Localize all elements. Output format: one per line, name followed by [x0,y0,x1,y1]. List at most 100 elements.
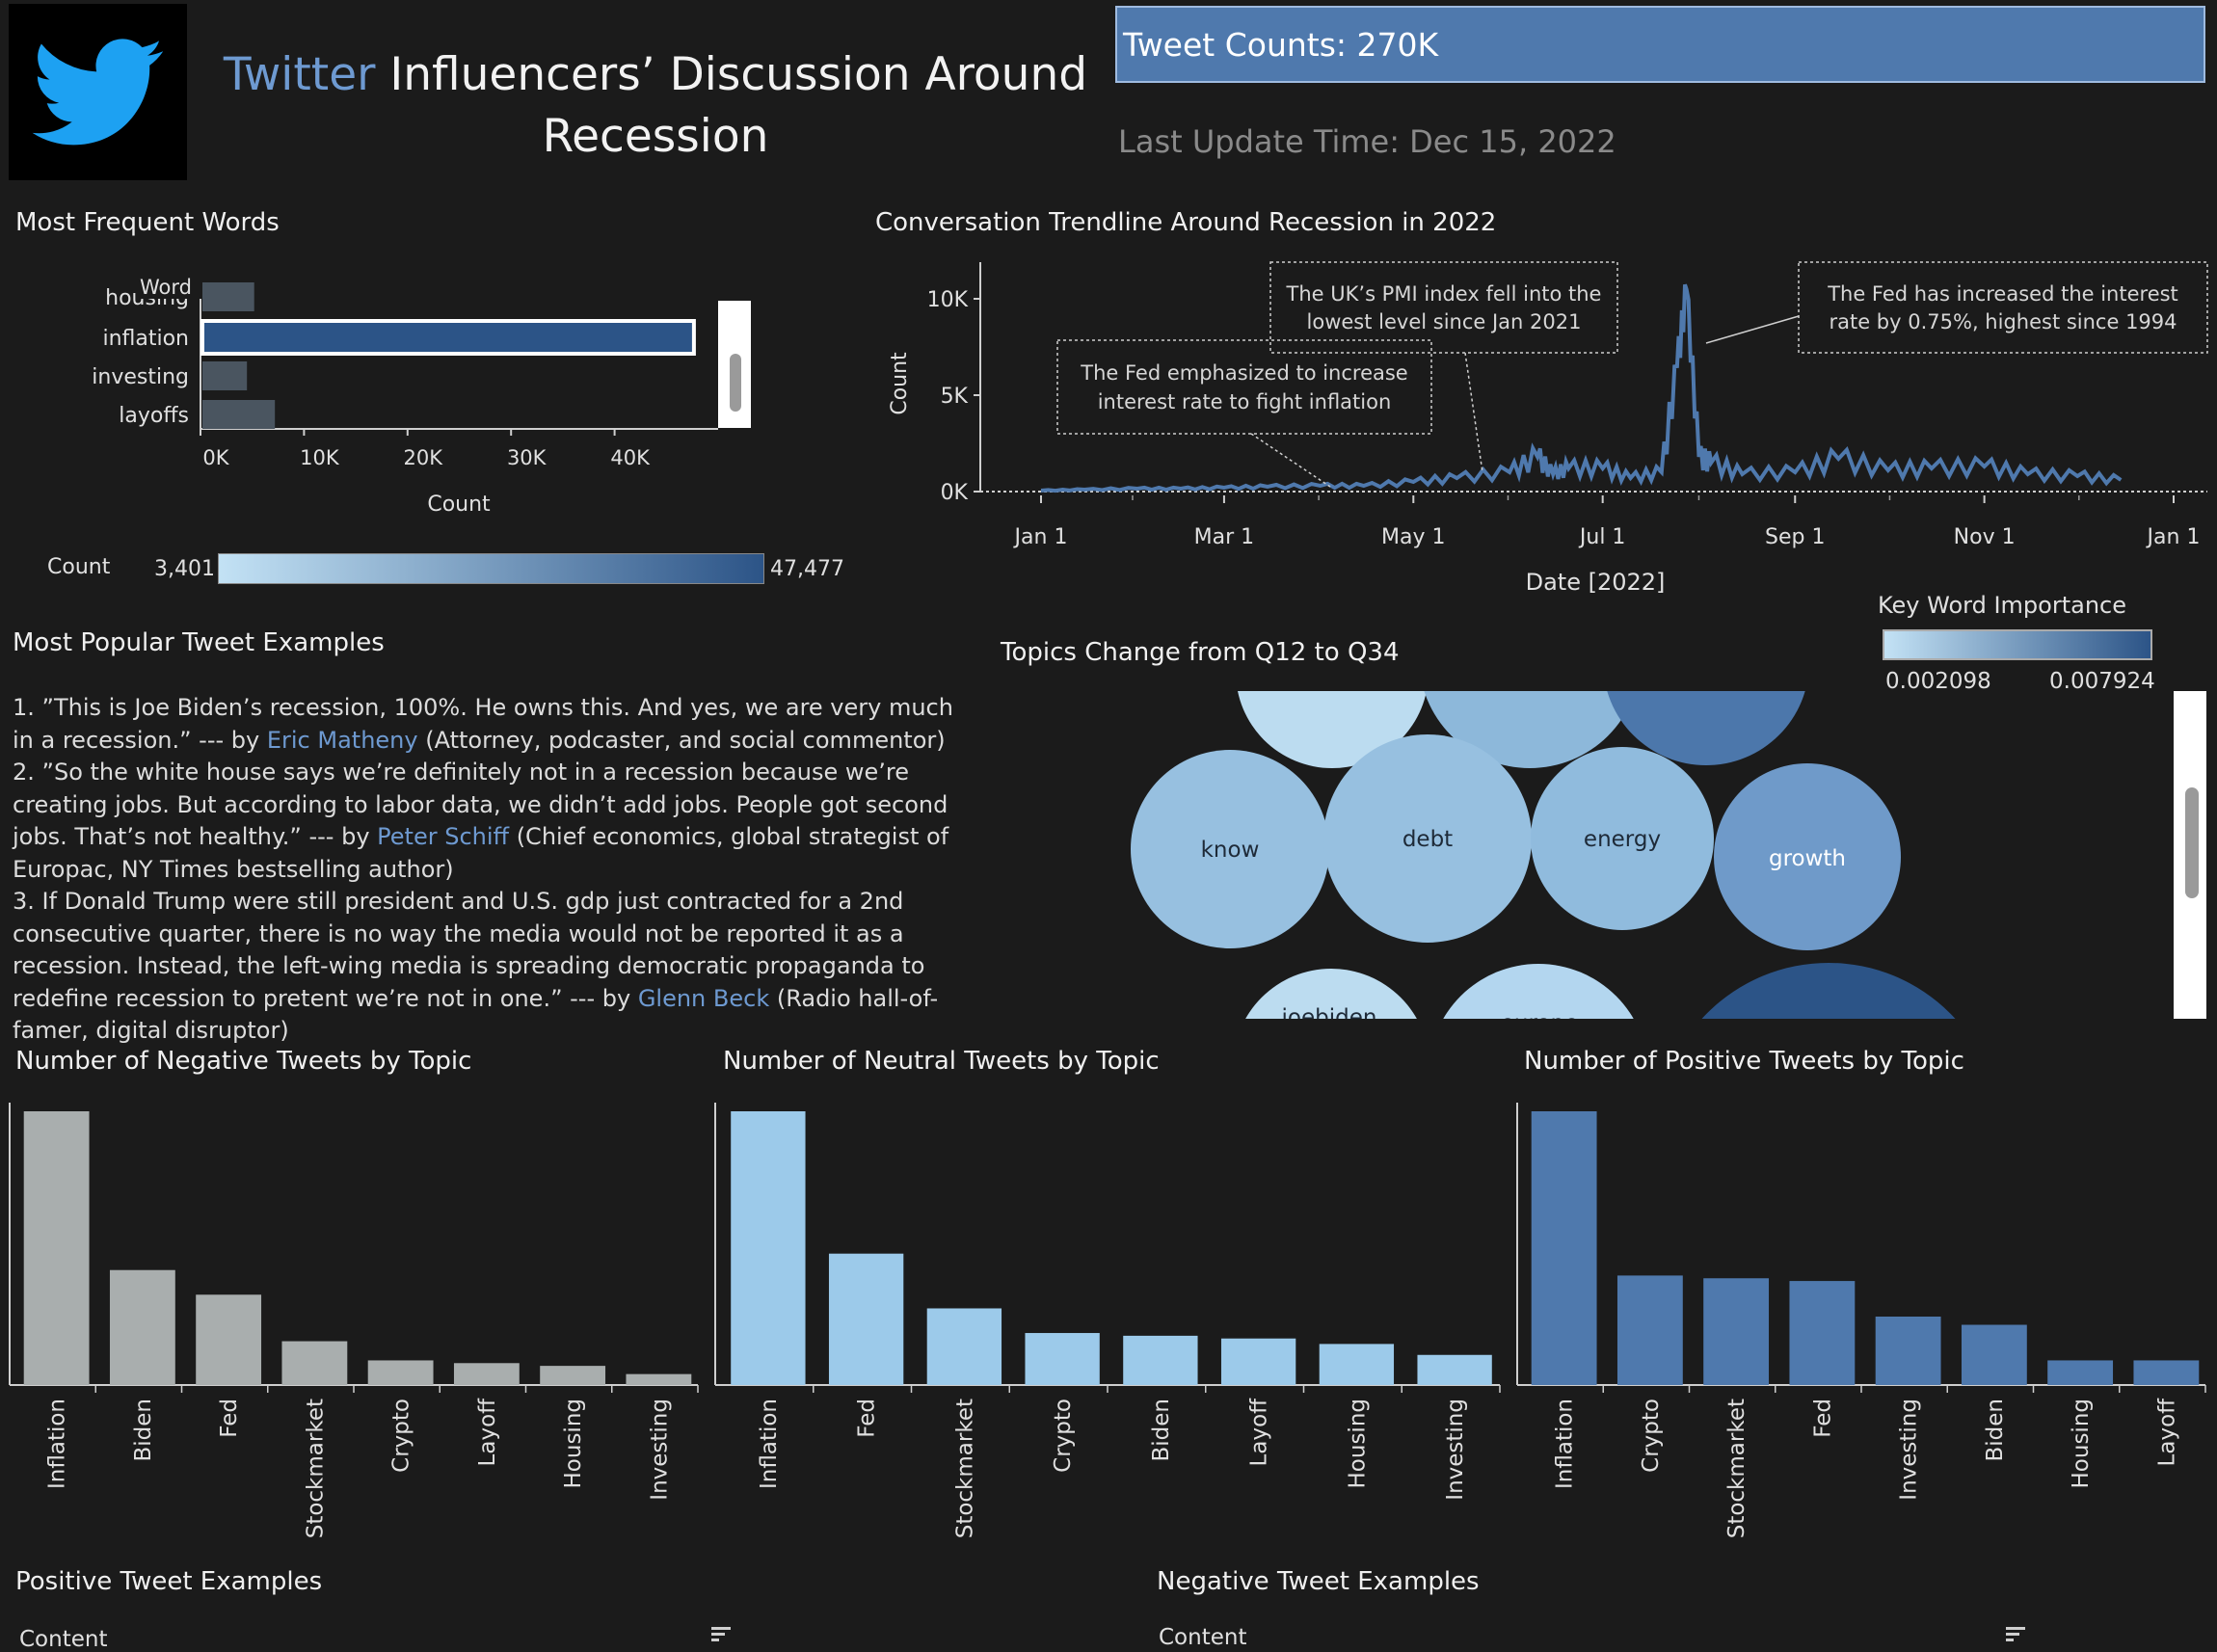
trend-y-tick-label-0: 0K [941,481,969,505]
neutral-x-label-housing: Housing [1345,1399,1370,1489]
negative-bar-biden[interactable] [109,1269,175,1385]
positive-bar-fed[interactable] [1789,1281,1856,1385]
annotation-fed-rate-line1: The Fed has increased the interest [1827,282,2178,306]
annotation-uk-pmi-line2: lowest level since Jan 2021 [1307,310,1582,333]
annotation-box-fed-emphasized [1056,339,1432,435]
neutral-x-label-fed: Fed [855,1399,880,1438]
negative-examples-title: Negative Tweet Examples [1157,1567,1480,1596]
annotation-fed-emphasized-line1: The Fed emphasized to increase [1080,361,1407,385]
neutral-bar-stockmarket[interactable] [926,1308,1002,1385]
bubble-debt[interactable] [1323,734,1532,943]
negative-bar-layoff[interactable] [453,1363,520,1385]
neutral-x-label-crypto: Crypto [1051,1399,1076,1473]
positive-bar-inflation[interactable] [1531,1111,1597,1385]
bubble-bottom-large[interactable] [1657,963,2000,1019]
tweet-author-link-3[interactable]: Glenn Beck [637,984,770,1012]
annotation-fed-rate-pointer [1705,315,1800,344]
topics-scrollbar-thumb[interactable] [2185,787,2199,898]
positive-bar-housing[interactable] [2047,1360,2114,1385]
annotation-fed-emphasized-line2: interest rate to fight inflation [1098,390,1392,413]
bubble-growth[interactable] [1714,763,1901,950]
tweet-example-3: 3. If Donald Trump were still president … [13,888,939,1044]
topics-scrollbar[interactable] [2174,691,2206,1019]
negative-bar-fed[interactable] [196,1294,262,1385]
negative-content-header: Content [1159,1625,1247,1650]
negative-bar-investing[interactable] [626,1373,692,1385]
negative-bar-inflation[interactable] [23,1111,90,1385]
negative-bar-stockmarket[interactable] [281,1341,348,1385]
bubble-joebiden[interactable] [1233,969,1429,1019]
negative-bar-crypto[interactable] [367,1360,434,1385]
trend-y-title: Count [888,352,912,415]
negative-bar-housing[interactable] [540,1366,606,1385]
words-x-tick-label-1: 10K [300,446,340,469]
tweets-panel-title: Most Popular Tweet Examples [13,628,385,657]
words-scrollbar-thumb[interactable] [730,354,741,412]
sort-icon[interactable] [2005,1625,2028,1646]
bubble-top-3[interactable] [1603,691,1809,765]
negative-x-label-housing: Housing [561,1399,586,1489]
trend-x-tick-label-2: May 1 [1381,525,1445,549]
neutral-bar-crypto[interactable] [1025,1333,1100,1385]
positive-bar-biden[interactable] [1961,1324,2027,1385]
trend-series-line[interactable] [1040,283,2123,493]
neutral-x-label-biden: Biden [1149,1399,1174,1462]
trend-x-tick-label-5: Nov 1 [1954,525,2016,549]
words-legend-gradient [218,553,764,584]
trend-panel-title: Conversation Trendline Around Recession … [875,208,1497,237]
positive-content-header: Content [19,1627,108,1652]
word-bar-inflation[interactable] [200,319,696,356]
trend-x-tick-label-3: Jul 1 [1578,525,1626,549]
positive-x-label-biden: Biden [1983,1399,2008,1462]
words-scrollbar[interactable] [718,301,751,428]
words-legend-label: Count [47,555,111,579]
tweet-count-banner: Tweet Counts: 270K [1115,6,2205,83]
neutral-x-label-stockmarket: Stockmarket [952,1399,977,1538]
positive-bar-crypto[interactable] [1616,1275,1683,1385]
neutral-bar-housing[interactable] [1319,1344,1395,1385]
word-bar-layoffs[interactable] [202,400,276,429]
topics-legend-min: 0.002098 [1885,669,1991,694]
tweet-example-2: 2. ”So the white house says we’re defini… [13,759,949,883]
positive-bar-stockmarket[interactable] [1703,1278,1770,1385]
neutral-chart-title: Number of Neutral Tweets by Topic [723,1047,1160,1076]
tweet-example-1: 1. ”This is Joe Biden’s recession, 100%.… [13,694,953,754]
neutral-x-label-investing: Investing [1443,1399,1468,1501]
trend-x-tick-label-4: Sep 1 [1765,525,1825,549]
sort-icon[interactable] [710,1625,734,1646]
bubble-label-know: know [1201,838,1260,863]
trend-x-tick-label-0: Jan 1 [1013,525,1068,549]
neutral-bar-layoff[interactable] [1220,1338,1296,1385]
neutral-x-label-layoff: Layoff [1247,1398,1272,1467]
positive-bar-investing[interactable] [1875,1317,1941,1385]
sentiment-bar-charts: Inflation Biden Fed Stockmarket Crypto Layoff… [9,1103,2206,1538]
annotation-uk-pmi-line1: The UK’s PMI index fell into the [1286,282,1602,306]
bubble-energy[interactable] [1531,747,1714,930]
bubble-europe[interactable] [1429,964,1648,1019]
positive-x-label-layoff: Layoff [2154,1398,2179,1467]
word-bar-investing[interactable] [202,361,248,390]
title-brand: Twitter [223,48,376,101]
words-x-tick-label-2: 20K [404,446,444,469]
positive-bar-layoff[interactable] [2133,1360,2200,1385]
word-bar-housing[interactable] [202,282,254,311]
negative-x-label-biden: Biden [131,1399,156,1462]
neutral-bar-investing[interactable] [1417,1354,1492,1385]
trend-x-tick-label-6: Jan 1 [2146,525,2201,549]
annotation-uk-pmi-pointer [1464,352,1483,473]
words-x-tick-label-3: 30K [507,446,548,469]
trend-panel: 0K 5K 10K Jan 1 Mar 1 May 1 Jul 1 Sep 1 Nov 1 Jan… [868,251,2217,607]
bubble-label-europe: europe [1501,1011,1579,1019]
neutral-bar-biden[interactable] [1123,1335,1198,1385]
neutral-bar-fed[interactable] [828,1253,904,1385]
tweet-author-link-2[interactable]: Peter Schiff [377,823,510,850]
annotation-fed-emphasized-pointer [1250,433,1331,488]
bubble-know[interactable] [1131,750,1329,948]
tweet-author-link-1[interactable]: Eric Matheny [266,726,418,754]
positive-x-label-stockmarket: Stockmarket [1724,1399,1750,1538]
topics-legend-max: 0.007924 [2049,669,2155,694]
negative-x-label-crypto: Crypto [389,1399,414,1473]
trend-y-tick-label-1: 5K [941,385,969,409]
word-label-inflation: inflation [102,327,189,351]
neutral-bar-inflation[interactable] [731,1111,806,1385]
